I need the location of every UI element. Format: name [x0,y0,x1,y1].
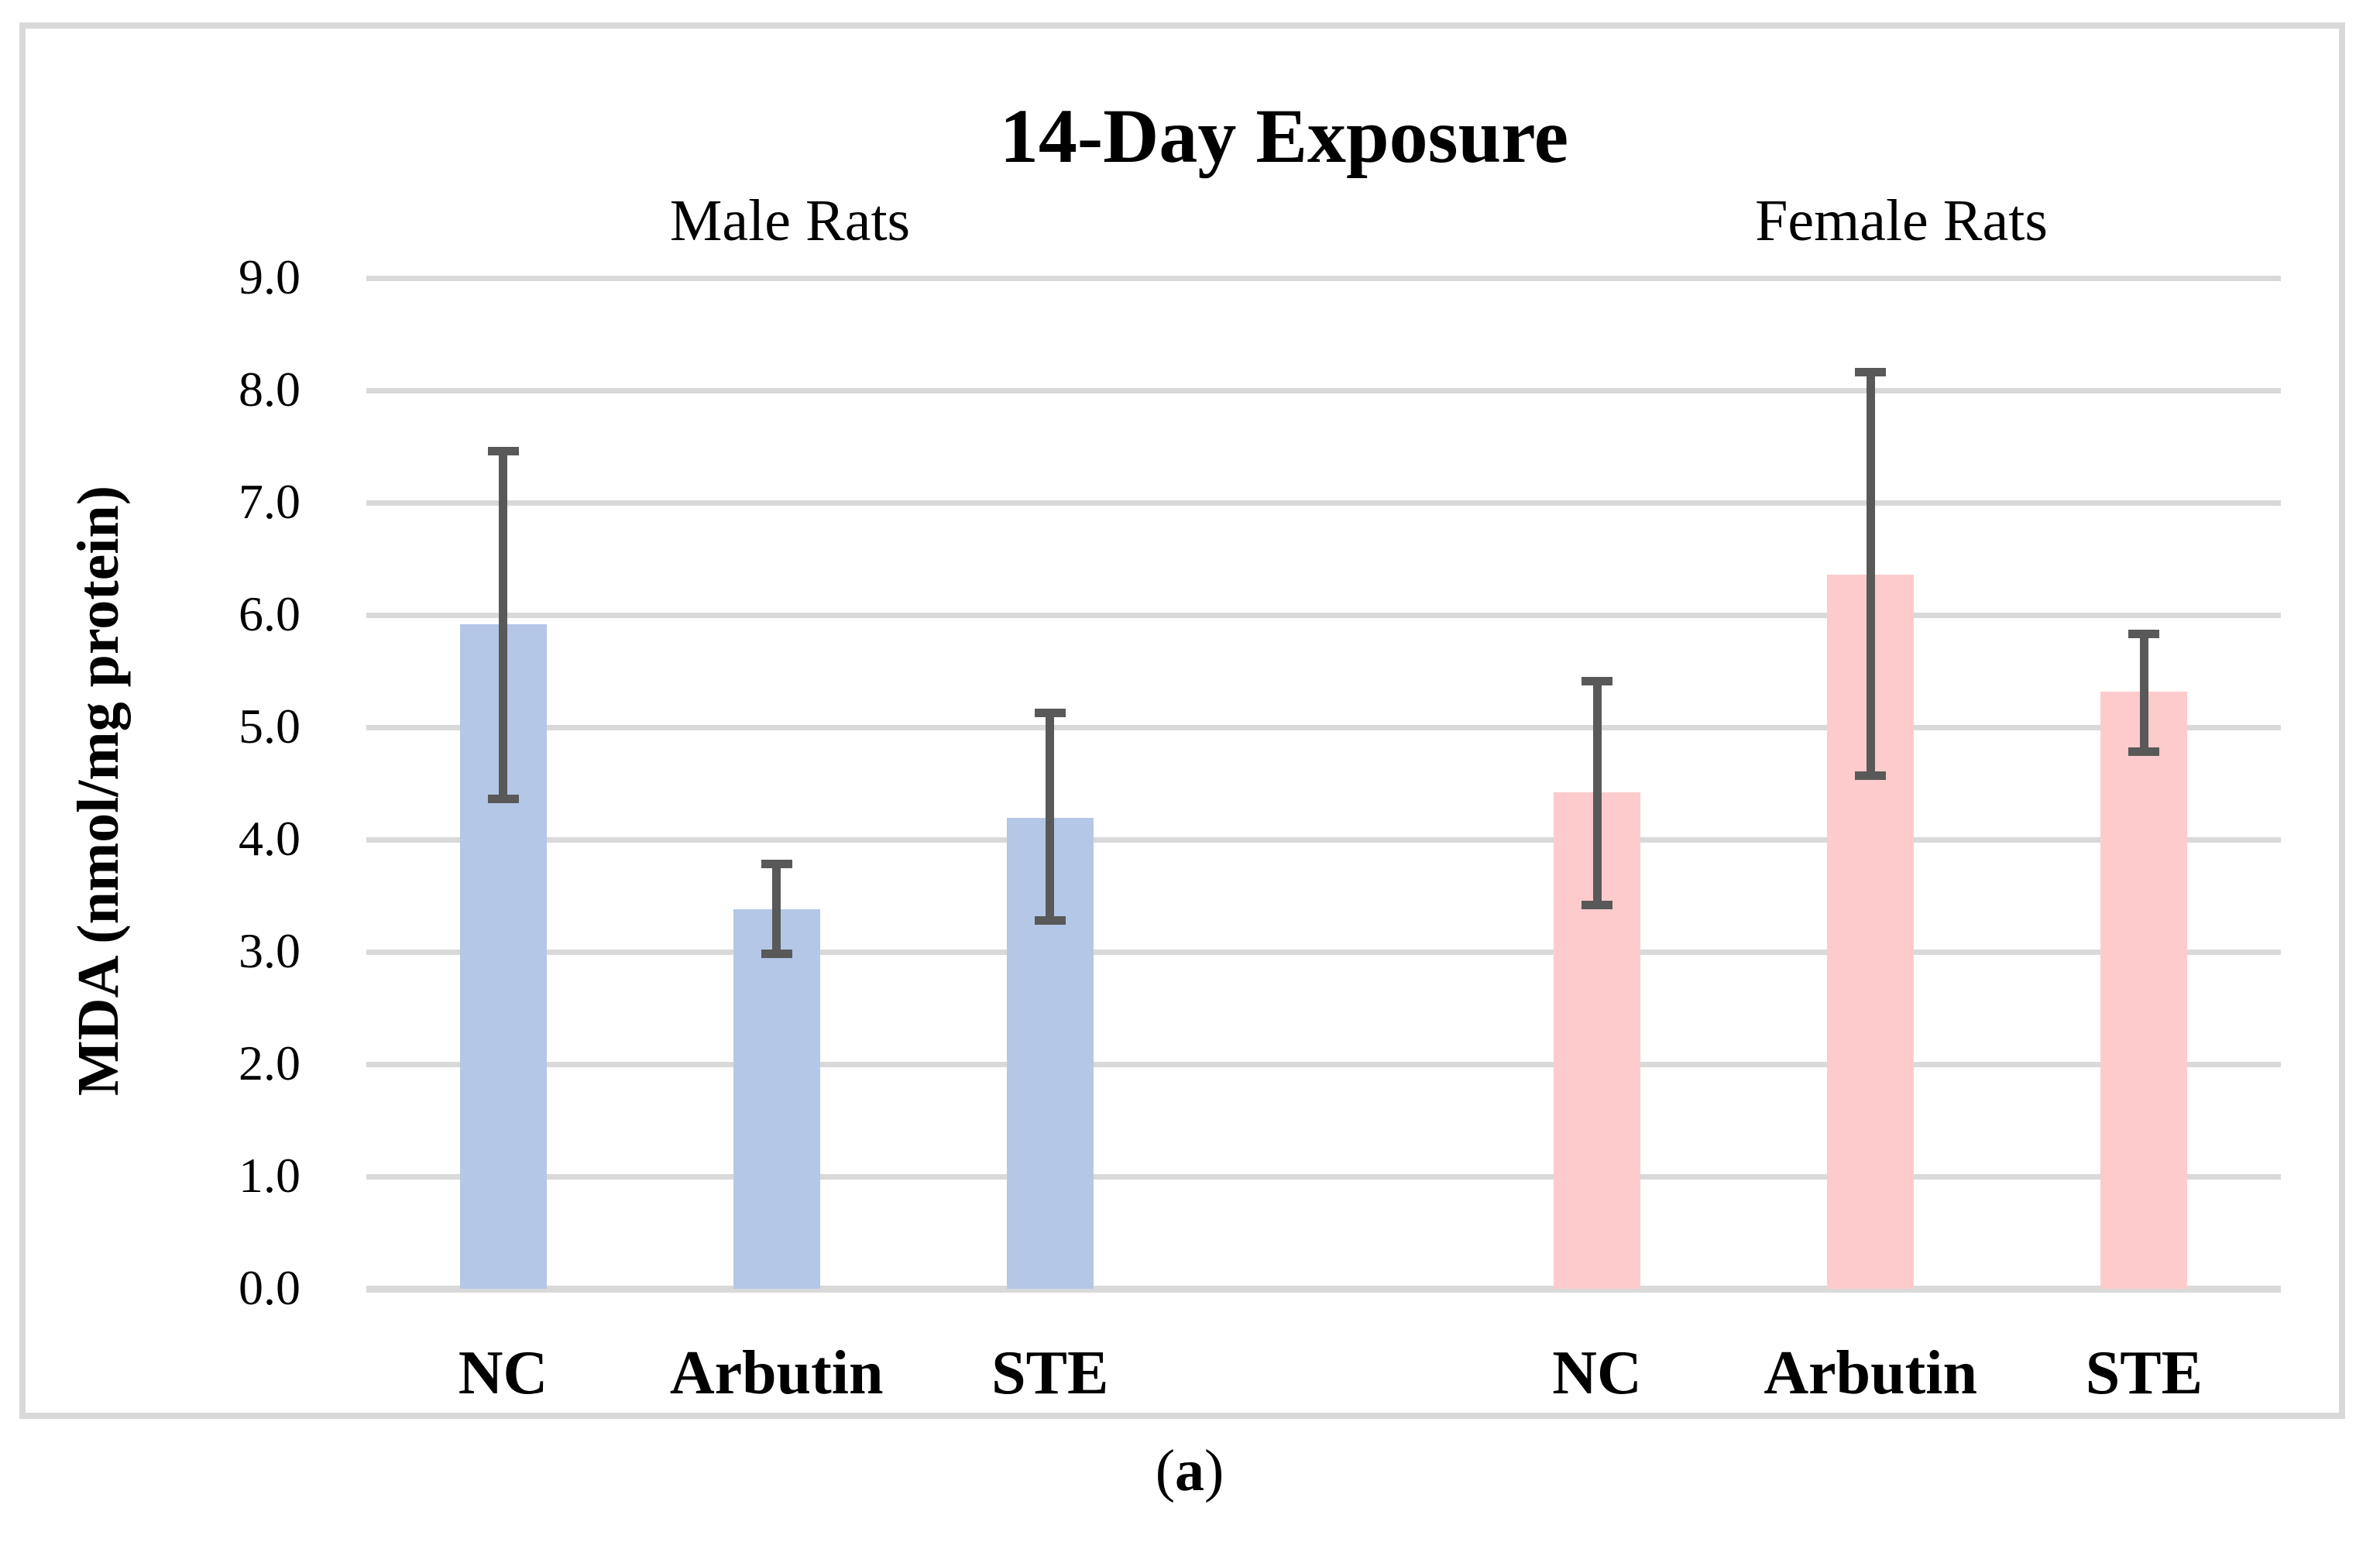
error-bar-cap-top [2128,630,2160,639]
x-axis-label-arbutin: Arbutin [1764,1339,1978,1407]
y-axis-title: MDA (nmol/mg protein) [66,485,131,1097]
error-bar-line [2139,634,2148,752]
x-axis-label-ste: STE [2085,1339,2203,1407]
bar-female-ste [2100,691,2188,1289]
y-tick-label-0.0: 0.0 [239,1260,301,1315]
error-bar-cap-top [487,446,519,455]
figure-caption: (a) [802,1437,1577,1505]
y-tick-label-5.0: 5.0 [239,699,301,754]
y-tick-label-2.0: 2.0 [239,1036,301,1090]
gridline-7.0 [366,500,2281,506]
error-bar-cap-bottom [487,795,519,804]
gridline-8.0 [366,388,2281,393]
gridline-6.0 [366,613,2281,618]
error-bar-line [1866,372,1875,776]
error-bar-line [1592,681,1602,905]
error-bar-cap-top [1034,708,1066,717]
error-bar-line [1046,713,1055,921]
x-axis-label-ste: STE [991,1339,1109,1407]
gridline-4.0 [366,837,2281,843]
y-tick-label-1.0: 1.0 [239,1148,301,1203]
y-tick-label-4.0: 4.0 [239,811,301,866]
bar-male-arbutin [733,908,820,1289]
gridline-5.0 [366,725,2281,730]
error-bar-cap-top [1855,368,1887,377]
x-axis-label-arbutin: Arbutin [669,1339,884,1407]
error-bar-cap-top [1582,677,1613,686]
gridline-9.0 [366,276,2281,281]
caption-letter: a [1175,1438,1204,1503]
caption-paren-close: ) [1204,1438,1224,1503]
error-bar-cap-bottom [1855,771,1887,780]
group-subtitle-male-rats: Male Rats [669,188,911,253]
y-tick-label-6.0: 6.0 [239,586,301,641]
group-subtitle-female-rats: Female Rats [1755,188,2048,253]
gridline-1.0 [366,1174,2281,1180]
chart-title: 14-Day Exposure [999,93,1569,179]
y-tick-label-9.0: 9.0 [239,249,301,304]
error-bar-cap-bottom [1582,900,1613,909]
gridline-2.0 [366,1062,2281,1067]
error-bar-cap-bottom [761,950,792,959]
y-tick-label-3.0: 3.0 [239,923,301,978]
error-bar-cap-top [761,860,792,869]
error-bar-line [499,451,508,799]
error-bar-line [772,864,781,954]
error-bar-cap-bottom [2128,747,2160,757]
gridline-0.0 [366,1286,2281,1293]
error-bar-cap-bottom [1034,915,1066,925]
x-axis-label-nc: NC [1552,1339,1642,1407]
y-tick-label-7.0: 7.0 [239,474,301,529]
chart-outer-frame [19,22,2345,1419]
x-axis-label-nc: NC [458,1339,548,1407]
y-tick-label-8.0: 8.0 [239,362,301,417]
caption-paren-open: ( [1155,1438,1175,1503]
gridline-3.0 [366,950,2281,955]
